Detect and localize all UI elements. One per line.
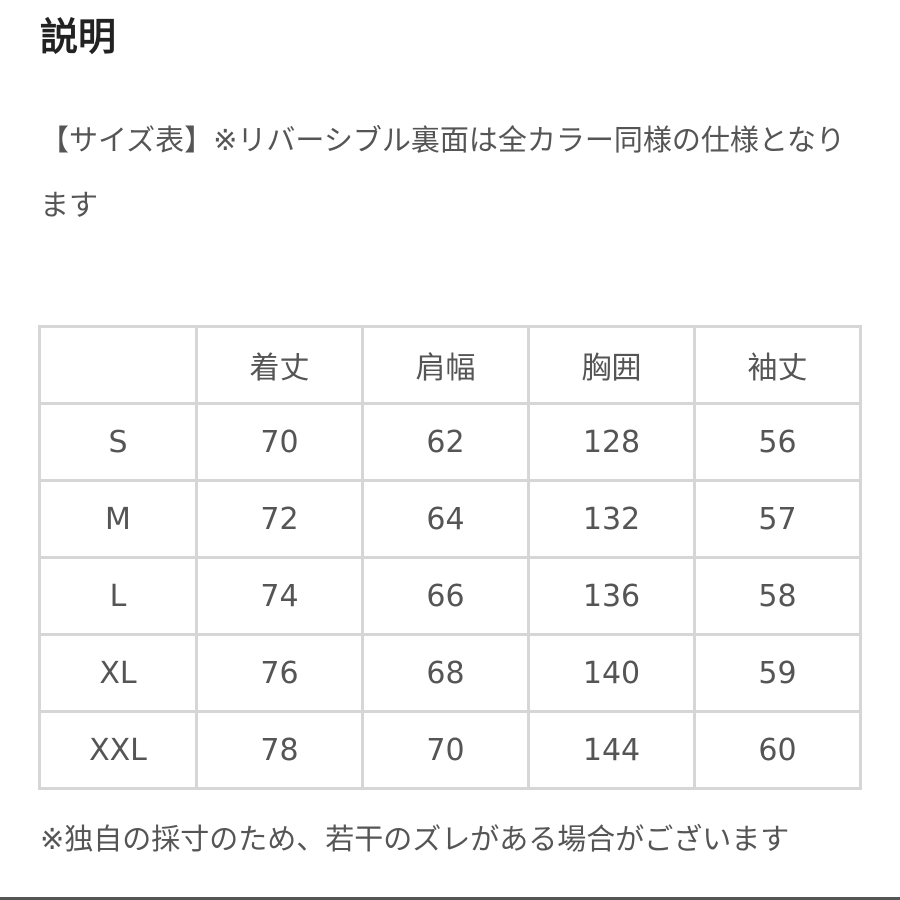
table-header-cell: 着丈 [195,325,364,405]
size-table: 着丈 肩幅 胸囲 袖丈 S 70 62 128 56 M 72 64 132 57 L 74 66 136 58 XL… [38,325,862,790]
table-cell: 68 [361,633,530,713]
table-cell: 76 [195,633,364,713]
table-cell: 66 [361,556,530,636]
page-title: 説明 [40,15,117,59]
table-cell: L [38,556,198,636]
table-cell: 70 [195,402,364,482]
table-cell: XXL [38,710,198,790]
table-cell: 64 [361,479,530,559]
table-row: S 70 62 128 56 [38,402,862,482]
table-header-cell: 袖丈 [693,325,862,405]
table-row: XXL 78 70 144 60 [38,710,862,790]
table-header-row: 着丈 肩幅 胸囲 袖丈 [38,325,862,405]
measurement-note: ※独自の採寸のため、若干のズレがある場合がございます [40,822,790,856]
divider [0,897,900,900]
table-row: XL 76 68 140 59 [38,633,862,713]
table-header-cell: 肩幅 [361,325,530,405]
table-cell: 62 [361,402,530,482]
table-cell: 59 [693,633,862,713]
table-cell: 58 [693,556,862,636]
table-cell: 74 [195,556,364,636]
table-cell: S [38,402,198,482]
table-row: L 74 66 136 58 [38,556,862,636]
table-cell: 56 [693,402,862,482]
table-cell: 136 [527,556,696,636]
description-text: 【サイズ表】※リバーシブル裏面は全カラー同様の仕様となります [40,123,845,222]
table-cell: 57 [693,479,862,559]
table-header-cell [38,325,198,405]
table-cell: 144 [527,710,696,790]
table-header-cell: 胸囲 [527,325,696,405]
table-cell: 70 [361,710,530,790]
table-cell: 128 [527,402,696,482]
table-cell: XL [38,633,198,713]
table-cell: M [38,479,198,559]
table-cell: 60 [693,710,862,790]
table-cell: 132 [527,479,696,559]
table-cell: 140 [527,633,696,713]
table-cell: 72 [195,479,364,559]
table-row: M 72 64 132 57 [38,479,862,559]
table-cell: 78 [195,710,364,790]
